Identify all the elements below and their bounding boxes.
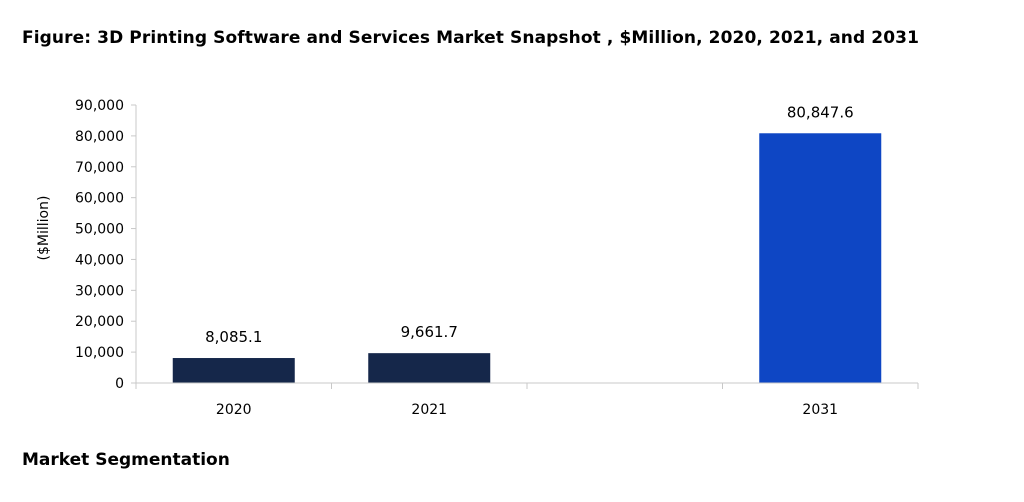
y-tick-label: 0 [115, 376, 124, 392]
y-tick-label: 50,000 [75, 222, 124, 238]
y-tick-label: 30,000 [75, 283, 124, 299]
data-label-2020: 8,085.1 [205, 328, 262, 346]
y-tick-label: 60,000 [75, 191, 124, 207]
x-tick-label: 2031 [802, 402, 838, 418]
x-axis: 2020 2021 2031 [135, 382, 919, 418]
bar-2021 [368, 353, 491, 383]
y-axis-label: ($Million) [36, 196, 52, 261]
y-axis: 0 10,000 20,000 30,000 40,000 50,000 60,000 70,… [75, 98, 137, 392]
bar-2020 [172, 358, 295, 383]
x-tick-label: 2021 [411, 402, 447, 418]
data-label-2031: 80,847.6 [787, 103, 854, 121]
x-tick-label: 2020 [216, 402, 252, 418]
y-tick-label: 70,000 [75, 160, 124, 176]
y-tick-label: 90,000 [75, 98, 124, 114]
chart-title: Figure: 3D Printing Software and Service… [22, 28, 920, 48]
bars: 8,085.1 9,661.7 80,847.6 [172, 103, 882, 383]
bar-2031 [759, 133, 882, 383]
y-tick-label: 10,000 [75, 345, 124, 361]
y-tick-label: 20,000 [75, 314, 124, 330]
y-tick-label: 40,000 [75, 252, 124, 268]
section-heading: Market Segmentation [22, 450, 230, 470]
data-label-2021: 9,661.7 [401, 323, 458, 341]
y-tick-label: 80,000 [75, 129, 124, 145]
